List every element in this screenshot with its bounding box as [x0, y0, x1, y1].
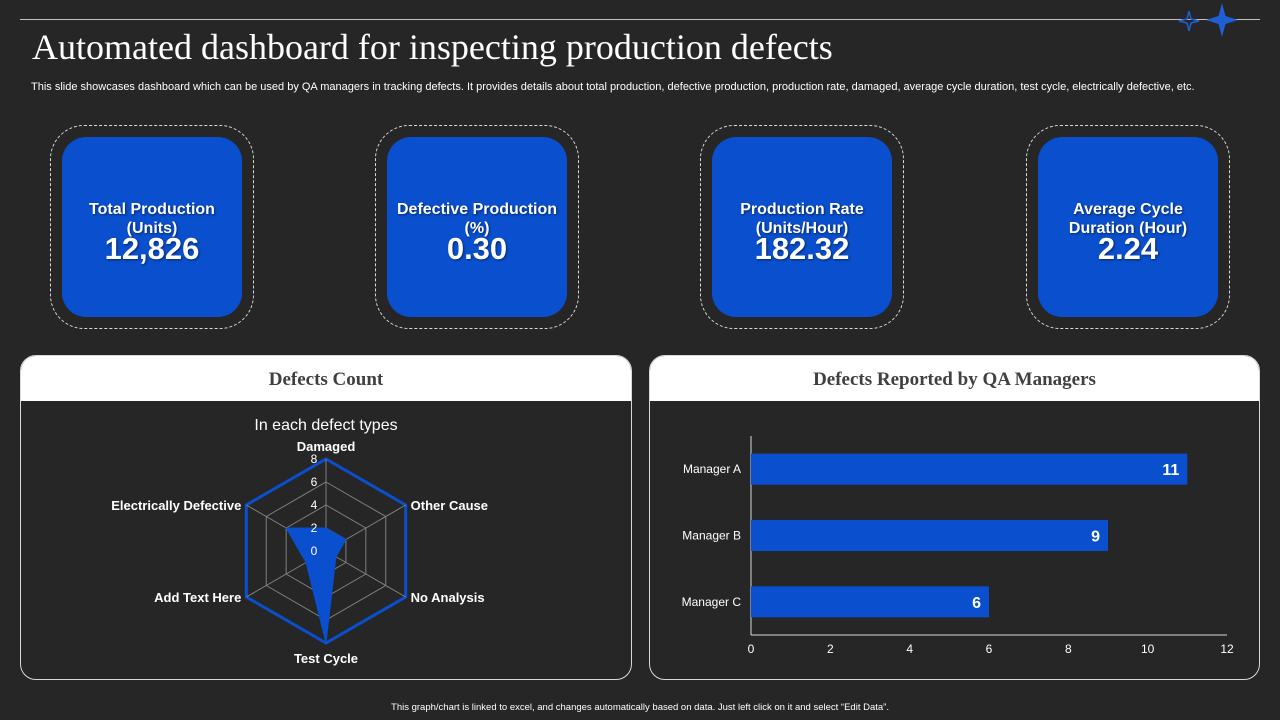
kpi-tile: Production Rate (Units/Hour) 182.32 [712, 137, 892, 317]
radar-tick-label: 4 [311, 498, 318, 512]
defects-count-panel: Defects Count In each defect types 0 2 4 6 8 D… [20, 355, 632, 680]
panel-heading: Defects Reported by QA Managers [650, 356, 1259, 401]
page-title: Automated dashboard for inspecting produ… [32, 27, 833, 67]
page-subtitle: This slide showcases dashboard which can… [31, 81, 1195, 93]
kpi-card-average-cycle-duration: Average Cycle Duration (Hour) 2.24 [1026, 125, 1230, 329]
kpi-label: Average Cycle Duration (Hour) [1068, 201, 1188, 237]
kpi-card-total-production: Total Production (Units) 12,826 [50, 125, 254, 329]
radar-tick-label: 0 [311, 544, 318, 558]
bar-chart: Manager A 11 Manager B 9 Manager C 6 0 2 4 6 8 10 12 [682, 436, 1234, 656]
kpi-value: 2.24 [1097, 231, 1159, 266]
radar-category-label: Electrically Defective [111, 498, 241, 513]
panel-heading: Defects Count [21, 356, 631, 401]
x-tick-label: 0 [748, 642, 755, 656]
x-tick-label: 8 [1065, 642, 1072, 656]
kpi-tile: Average Cycle Duration (Hour) 2.24 [1038, 137, 1218, 317]
x-tick-label: 2 [827, 642, 834, 656]
chart-title: In each defect types [254, 417, 397, 434]
x-tick-label: 12 [1220, 642, 1234, 656]
bar [751, 586, 989, 618]
kpi-value: 182.32 [754, 231, 850, 266]
bar-data-label: 11 [1162, 462, 1179, 479]
kpi-tile: Defective Production (%) 0.30 [387, 137, 567, 317]
kpi-value: 12,826 [104, 231, 200, 266]
kpi-tile: Total Production (Units) 12,826 [62, 137, 242, 317]
radar-tick-label: 8 [311, 452, 318, 466]
kpi-card-defective-production: Defective Production (%) 0.30 [375, 125, 579, 329]
radar-series-area [285, 527, 347, 644]
kpi-label: Total Production (Units) [89, 201, 215, 237]
sparkle-icon [1178, 3, 1238, 37]
qa-managers-panel: Defects Reported by QA Managers Manager … [649, 355, 1260, 680]
radar-tick-label: 6 [311, 475, 318, 489]
footer-note: This graph/chart is linked to excel, and… [391, 702, 889, 713]
radar-category-label: No Analysis [411, 590, 485, 605]
kpi-label: Production Rate (Units/Hour) [740, 201, 864, 237]
radar-category-label: Add Text Here [154, 590, 241, 605]
radar-category-label: Test Cycle [294, 651, 358, 666]
kpi-value: 0.30 [446, 231, 508, 266]
bar-category-label: Manager C [682, 595, 742, 609]
x-tick-label: 6 [986, 642, 993, 656]
radar-spoke [325, 550, 406, 598]
x-tick-label: 4 [906, 642, 913, 656]
bar [751, 453, 1188, 485]
bar-data-label: 6 [972, 595, 981, 612]
bar-data-label: 9 [1091, 529, 1100, 546]
bar-category-label: Manager A [683, 462, 741, 476]
bar-category-label: Manager B [682, 529, 741, 543]
radar-category-label: Other Cause [411, 498, 488, 513]
radar-tick-label: 2 [311, 521, 318, 535]
kpi-card-production-rate: Production Rate (Units/Hour) 182.32 [700, 125, 904, 329]
top-divider-line [20, 19, 1260, 20]
kpi-label: Defective Production (%) [396, 201, 558, 237]
bar [751, 520, 1108, 551]
x-tick-label: 10 [1141, 642, 1155, 656]
radar-category-label: Damaged [297, 439, 356, 454]
